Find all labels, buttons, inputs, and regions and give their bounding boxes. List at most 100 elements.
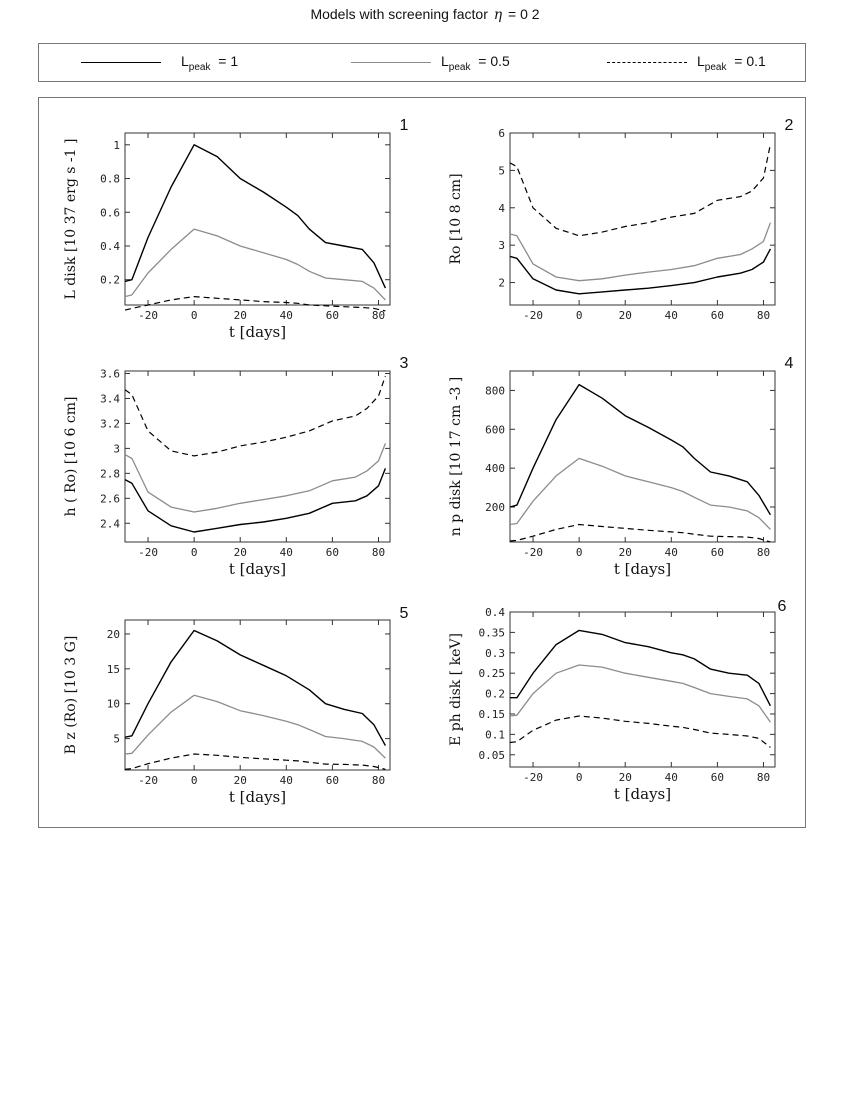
series-line-lpeak-0.1	[509, 144, 771, 237]
y-tick-label: 400	[485, 462, 505, 475]
x-tick-label: 0	[576, 309, 583, 322]
x-tick-label: 40	[665, 546, 678, 559]
x-tick-label: 0	[191, 774, 198, 787]
y-tick-label: 0.2	[485, 688, 505, 701]
y-tick-label: 0.3	[485, 647, 505, 660]
panel-number: 5	[400, 605, 409, 622]
series-line-lpeak-0.5	[124, 694, 386, 759]
x-tick-label: 40	[665, 771, 678, 784]
panel-number: 3	[400, 355, 409, 372]
y-tick-label: 800	[485, 384, 505, 397]
x-tick-label: 40	[280, 546, 293, 559]
title-suffix: = 0 2	[508, 6, 540, 22]
y-tick-label: 2.6	[100, 492, 120, 505]
x-axis-label: t [days]	[229, 788, 286, 806]
x-tick-label: 40	[280, 774, 293, 787]
series-line-lpeak-0.5	[124, 228, 386, 301]
y-tick-label: 6	[498, 127, 505, 140]
y-tick-label: 200	[485, 501, 505, 514]
series-line-lpeak-0.1	[509, 523, 771, 543]
y-tick-label: 3	[498, 239, 505, 252]
y-tick-label: 3.2	[100, 417, 120, 430]
x-tick-label: 80	[372, 309, 385, 322]
y-tick-label: 0.4	[100, 240, 120, 253]
series-line-lpeak-0.1	[124, 753, 386, 770]
series-line-lpeak-1	[509, 248, 772, 295]
y-axis-label: h ( Ro) [10 6 cm]	[63, 397, 79, 517]
series-line-lpeak-1	[510, 629, 772, 707]
plot-frame	[124, 370, 391, 543]
y-tick-label: 600	[485, 423, 505, 436]
x-tick-label: 80	[757, 546, 770, 559]
y-tick-label: 10	[107, 698, 120, 711]
x-tick-label: 60	[711, 546, 724, 559]
x-tick-label: 60	[711, 771, 724, 784]
panel-number: 1	[400, 117, 409, 134]
plots-frame	[38, 97, 806, 828]
y-tick-label: 2	[498, 277, 505, 290]
x-axis-label: t [days]	[614, 560, 671, 578]
plot-frame	[509, 132, 776, 306]
x-tick-label: 20	[234, 546, 247, 559]
y-tick-label: 0.2	[100, 274, 120, 287]
x-tick-label: 60	[326, 309, 339, 322]
y-tick-label: 2.8	[100, 467, 120, 480]
y-tick-label: 0.35	[479, 626, 506, 639]
series-line-lpeak-1	[124, 629, 387, 746]
y-axis-label: E ph disk [ keV]	[448, 633, 464, 746]
eta-symbol: η	[493, 7, 503, 23]
y-tick-label: 0.1	[485, 728, 505, 741]
x-tick-label: 80	[372, 774, 385, 787]
legend-line-dashed	[607, 62, 687, 63]
legend-line-solid-gray	[351, 62, 431, 63]
x-tick-label: 20	[234, 309, 247, 322]
plot-frame	[124, 619, 391, 771]
y-tick-label: 5	[113, 733, 120, 746]
y-axis-label: n p disk [10 17 cm -3 ]	[448, 377, 464, 537]
x-tick-label: 20	[619, 546, 632, 559]
x-tick-label: 60	[326, 546, 339, 559]
x-tick-label: 60	[711, 309, 724, 322]
y-axis-label: L disk [10 37 erg s -1 ]	[63, 139, 79, 300]
y-tick-label: 1	[113, 139, 120, 152]
x-axis-label: t [days]	[229, 560, 286, 578]
x-tick-label: -20	[138, 546, 158, 559]
panel-number: 6	[778, 598, 787, 615]
legend-label: Lpeak = 0.5	[441, 53, 510, 73]
x-tick-label: 40	[665, 309, 678, 322]
panel-number: 2	[785, 117, 794, 134]
series-line-lpeak-1	[124, 144, 387, 289]
y-tick-label: 20	[107, 628, 120, 641]
y-axis-label: Ro [10 8 cm]	[448, 173, 464, 264]
series-line-lpeak-0.1	[124, 296, 386, 312]
x-tick-label: 0	[576, 546, 583, 559]
title-prefix: Models with screening factor	[310, 6, 488, 22]
x-tick-label: 80	[757, 309, 770, 322]
x-tick-label: 20	[234, 774, 247, 787]
x-tick-label: -20	[523, 771, 543, 784]
x-tick-label: 40	[280, 309, 293, 322]
y-tick-label: 3.6	[100, 367, 120, 380]
series-line-lpeak-1	[509, 383, 772, 516]
y-tick-label: 4	[498, 202, 505, 215]
y-axis-label: B z (Ro) [10 3 G]	[63, 636, 79, 755]
plot-frame	[124, 132, 391, 306]
x-axis-label: t [days]	[614, 785, 671, 803]
y-tick-label: 0.05	[479, 749, 506, 762]
x-tick-label: 0	[576, 771, 583, 784]
legend-label: Lpeak = 1	[181, 53, 239, 73]
x-tick-label: -20	[138, 774, 158, 787]
y-tick-label: 0.6	[100, 206, 120, 219]
y-tick-label: 0.8	[100, 173, 120, 186]
x-tick-label: -20	[138, 309, 158, 322]
x-axis-label: t [days]	[229, 323, 286, 341]
figure-title: Models with screening factor η = 0 2	[0, 6, 850, 23]
x-tick-label: 80	[372, 546, 385, 559]
series-line-lpeak-0.1	[509, 715, 771, 748]
series-line-lpeak-0.5	[509, 457, 771, 530]
y-tick-label: 3.4	[100, 392, 120, 405]
x-tick-label: 0	[191, 546, 198, 559]
y-tick-label: 5	[498, 164, 505, 177]
x-tick-label: -20	[523, 309, 543, 322]
